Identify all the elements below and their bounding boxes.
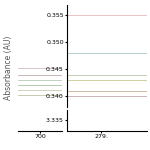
Text: Absorbance (AU): Absorbance (AU) [4, 35, 13, 100]
